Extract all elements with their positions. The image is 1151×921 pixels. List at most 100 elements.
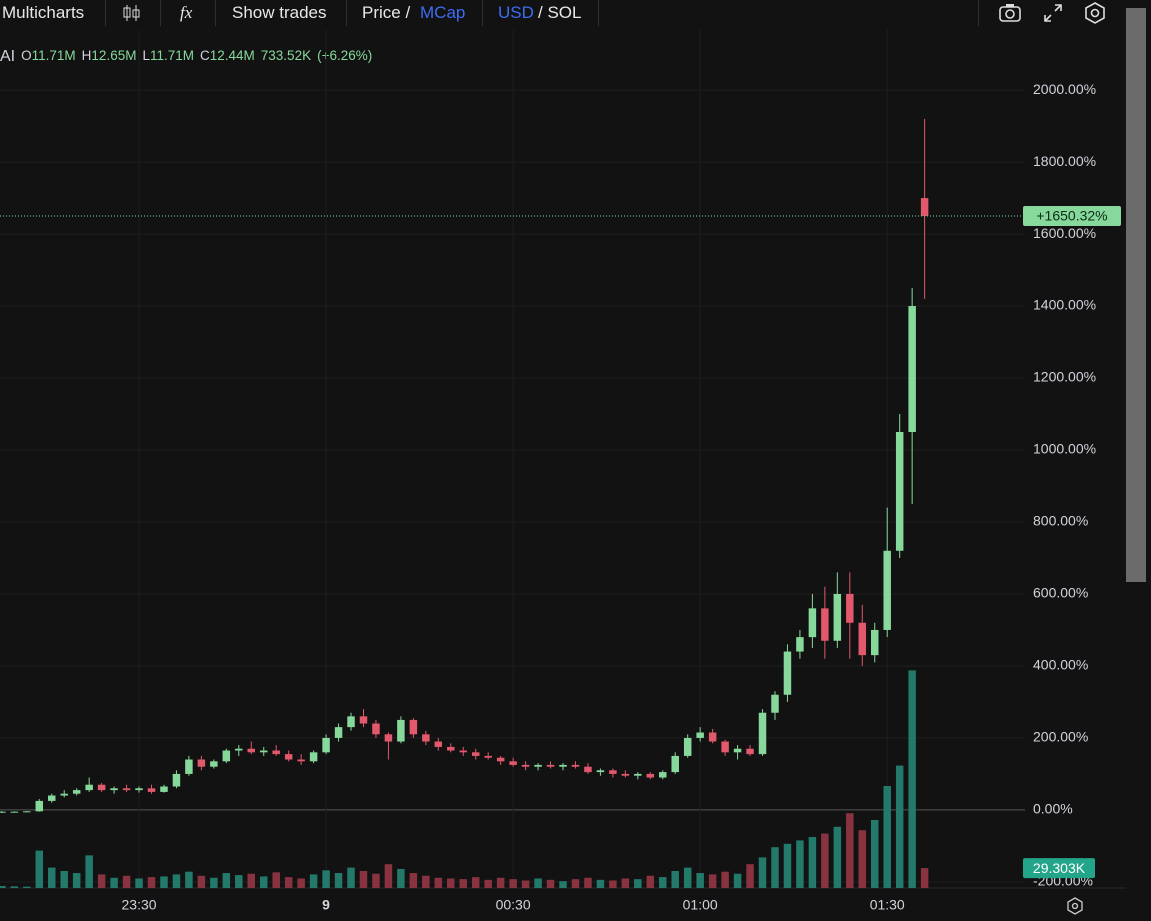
sol-toggle[interactable]: / SOL (538, 3, 582, 22)
volume-bar (471, 877, 480, 888)
volume-bar (546, 879, 555, 888)
volume-bar (733, 873, 742, 888)
x-tick-label: 9 (322, 897, 330, 913)
show-trades-button[interactable]: Show trades (232, 3, 327, 22)
fullscreen-icon[interactable] (1042, 2, 1064, 24)
volume-bar (908, 670, 916, 888)
legend-key: H (81, 48, 92, 63)
candle-body (10, 811, 19, 813)
mcap-toggle[interactable]: MCap (420, 3, 466, 22)
candle-body (683, 737, 692, 756)
last-volume-label: 29.303K (1033, 860, 1086, 876)
candle-body (409, 719, 418, 735)
candle-body (135, 788, 143, 791)
candle-body (422, 734, 430, 742)
screenshot-icon[interactable] (998, 2, 1022, 24)
volume-bar (0, 885, 6, 888)
separator (346, 0, 347, 26)
volume-bar (384, 864, 393, 888)
y-tick-label: 1200.00% (1033, 369, 1096, 385)
candle-body (160, 786, 168, 792)
candle-body (247, 748, 256, 753)
volume-bar (110, 877, 118, 888)
volume-bar (284, 877, 293, 888)
candle-body (671, 755, 679, 773)
volume-bar (372, 873, 380, 888)
candle-body (646, 773, 655, 778)
y-tick-label: 600.00% (1033, 585, 1088, 601)
volume-bar (559, 881, 567, 888)
volume-bar (247, 873, 256, 888)
candle-body (496, 757, 505, 762)
candle-icon[interactable] (122, 4, 142, 22)
y-tick-label: 1600.00% (1033, 225, 1096, 241)
candle-body (783, 651, 792, 695)
multicharts-button[interactable]: Multicharts (2, 3, 85, 22)
volume-bar (397, 868, 405, 888)
candle-body (447, 746, 455, 751)
y-tick-label: 400.00% (1033, 657, 1088, 673)
candle-body (210, 761, 218, 767)
legend-value: 11.71M (149, 48, 194, 63)
volume-bar (584, 877, 592, 888)
separator (105, 0, 106, 26)
separator (482, 0, 483, 26)
candle-body (571, 764, 580, 767)
volume-bar (621, 878, 630, 888)
candle-body (334, 727, 343, 738)
candle-body (808, 608, 817, 638)
candle-body (733, 748, 742, 753)
volume-bar (172, 874, 181, 888)
candle-body (197, 759, 206, 767)
candle-body (147, 788, 156, 792)
legend-value: 12.44M (209, 48, 255, 63)
ohlc-legend: AI O11.71M H12.65M L11.71M C12.44M 733.52K (+6… (0, 48, 372, 66)
candle-body (758, 712, 767, 755)
candle-body (833, 593, 842, 641)
candle-body (484, 755, 492, 758)
x-tick-label: 00:30 (496, 897, 531, 913)
price-toggle[interactable]: Price / (362, 3, 411, 22)
legend-key: L (142, 48, 150, 63)
volume-bar (297, 878, 305, 888)
volume-bar (48, 867, 56, 888)
volume-bar (683, 867, 692, 888)
candle-body (634, 773, 642, 776)
volume-bar (646, 875, 655, 888)
volume-bar (135, 878, 143, 888)
y-tick-label: 200.00% (1033, 729, 1088, 745)
candle-body (509, 761, 517, 765)
indicators-button[interactable]: fx (180, 3, 193, 22)
candle-body (72, 790, 81, 794)
x-tick-label: 01:00 (683, 897, 718, 913)
candle-body (97, 784, 106, 791)
legend-item: L11.71M (142, 48, 194, 66)
volume-bar (259, 876, 268, 888)
volume-bar (659, 877, 667, 888)
candle-body (858, 622, 867, 656)
volume-bar (671, 871, 679, 888)
candle-body (347, 716, 355, 728)
candle-body (397, 719, 405, 742)
axis-settings-icon[interactable] (1067, 897, 1083, 915)
usd-toggle[interactable]: USD (498, 3, 534, 22)
candle-body (122, 788, 131, 791)
settings-icon[interactable] (1083, 1, 1107, 25)
volume-bar (147, 877, 156, 888)
candle-body (384, 734, 393, 742)
volume-bar (347, 867, 355, 888)
volume-bar (821, 833, 829, 888)
candle-body (846, 593, 854, 623)
separator (215, 0, 216, 26)
volume-bar (23, 886, 31, 888)
candle-body (534, 764, 542, 767)
y-tick-label: 1000.00% (1033, 441, 1096, 457)
legend-change: (+6.26%) (317, 48, 373, 63)
volume-bar (422, 875, 430, 888)
volume-bar (796, 840, 804, 888)
volume-bar (920, 868, 929, 888)
scrollbar[interactable] (1126, 8, 1146, 582)
candle-body (35, 800, 44, 812)
